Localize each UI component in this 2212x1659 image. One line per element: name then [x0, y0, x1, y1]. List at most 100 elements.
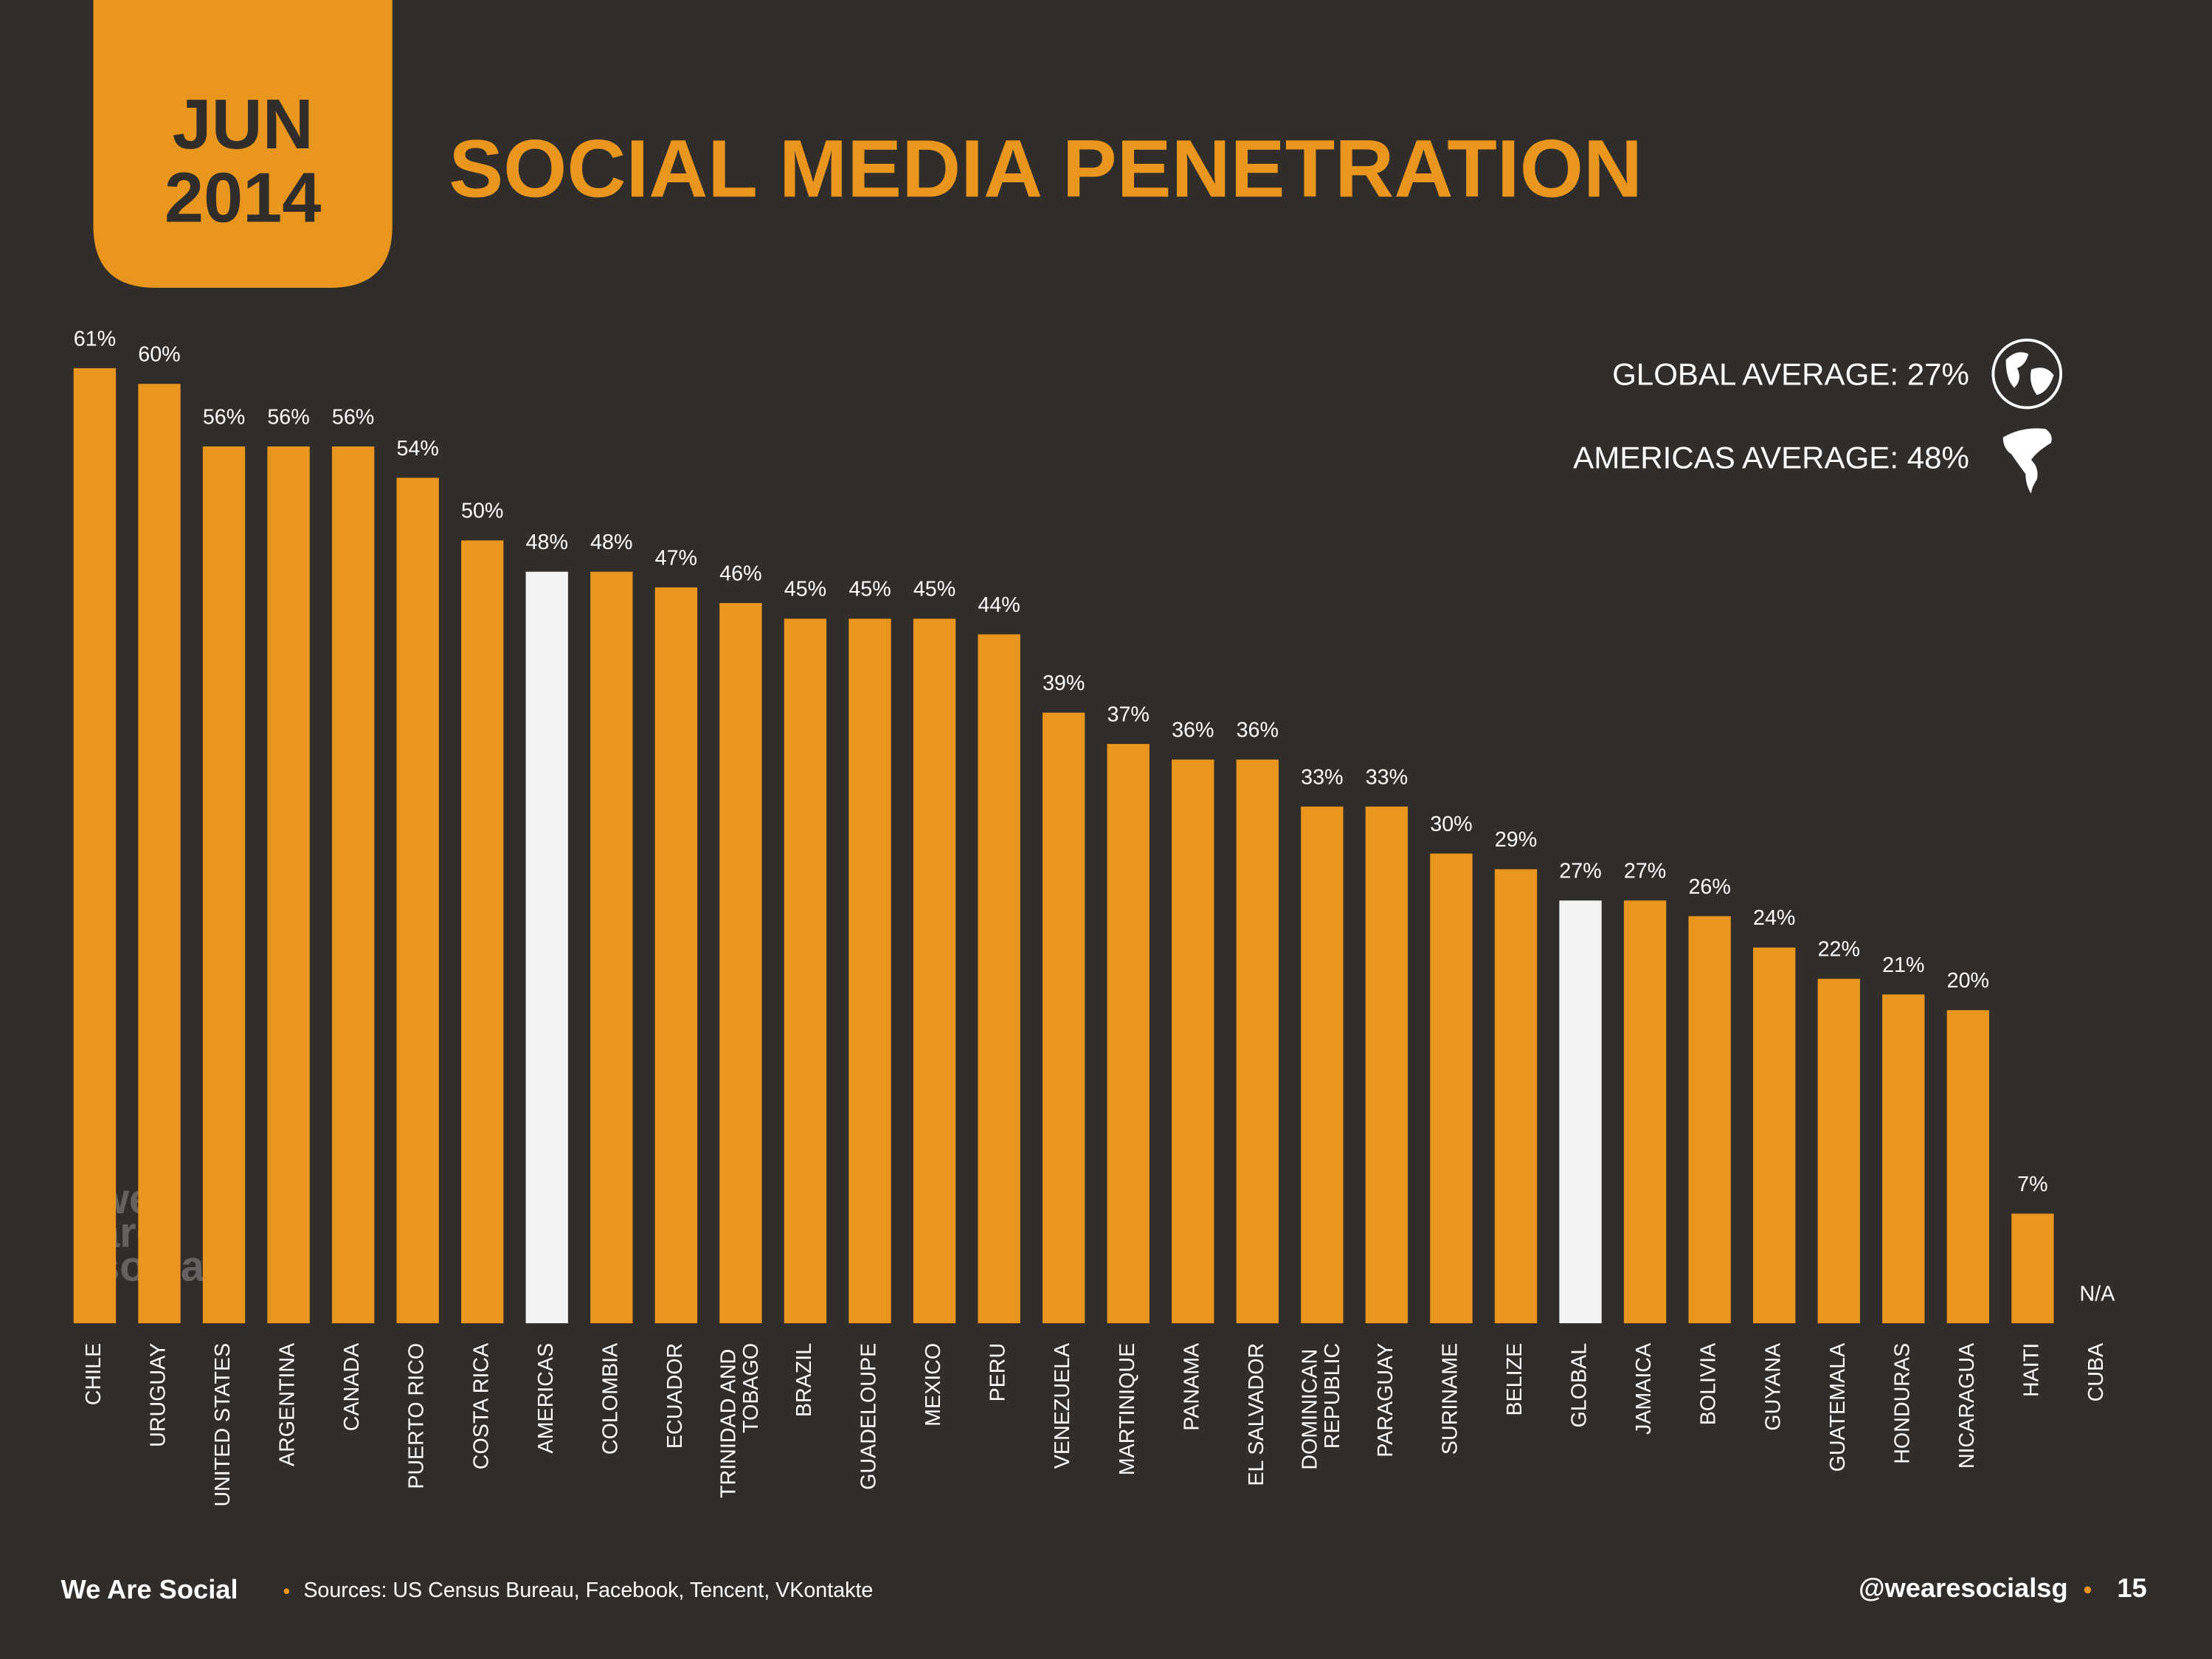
x-tick-label: BRAZIL	[792, 1343, 816, 1417]
bar	[1236, 759, 1279, 1324]
x-tick-label: NICARAGUA	[1955, 1342, 1979, 1469]
x-tick-label: URUGUAY	[147, 1343, 170, 1447]
value-label: 56%	[332, 405, 374, 429]
x-tick-label: COSTA RICA	[469, 1342, 493, 1469]
bar	[978, 634, 1020, 1324]
value-label: 46%	[719, 562, 761, 585]
value-label: 48%	[526, 531, 568, 554]
bar	[525, 571, 568, 1324]
bar	[1623, 900, 1667, 1324]
value-label: 39%	[1043, 672, 1085, 695]
x-tick-label: TRINIDAD AND TOBAGO	[716, 1343, 763, 1498]
bar	[654, 587, 698, 1324]
bar	[1365, 806, 1409, 1324]
x-tick-label: HONDURAS	[1890, 1343, 1914, 1464]
americas-icon	[2002, 428, 2052, 494]
value-label: 27%	[1559, 860, 1601, 883]
x-tick-label: GUADELOUPE	[857, 1343, 881, 1490]
x-tick-label: PANAMA	[1180, 1342, 1203, 1431]
bar	[913, 618, 956, 1324]
footer-sources: Sources: US Census Bureau, Facebook, Ten…	[303, 1579, 873, 1602]
bar	[1494, 869, 1538, 1324]
x-tick-label: CHILE	[82, 1343, 106, 1405]
bar	[267, 446, 310, 1324]
value-label: 45%	[848, 578, 891, 601]
bar	[1559, 900, 1602, 1324]
x-tick-label: BOLIVIA	[1697, 1342, 1721, 1425]
bar	[1688, 916, 1731, 1324]
x-tick-label: CUBA	[2084, 1342, 2108, 1402]
value-label: 20%	[1947, 969, 1989, 993]
x-tick-label: CANADA	[340, 1342, 364, 1431]
value-label: 36%	[1237, 719, 1279, 742]
bar	[784, 618, 827, 1324]
bar	[590, 571, 633, 1324]
bar	[1042, 712, 1085, 1324]
value-label: 24%	[1753, 906, 1795, 930]
separator	[283, 1588, 290, 1595]
value-label: 50%	[461, 500, 503, 523]
value-label: 56%	[203, 405, 245, 429]
value-label: 47%	[655, 546, 697, 570]
badge-year: 2014	[165, 159, 322, 238]
bar	[331, 446, 375, 1324]
date-badge	[93, 0, 393, 288]
value-label: 37%	[1107, 703, 1150, 726]
bar	[202, 446, 246, 1324]
value-label: 33%	[1301, 765, 1343, 789]
bar	[1817, 979, 1860, 1324]
page-number: 15	[2117, 1573, 2146, 1603]
bar	[1753, 947, 1796, 1324]
value-label: 27%	[1624, 860, 1666, 883]
bar	[73, 368, 117, 1324]
x-tick-label: PUERTO RICO	[405, 1343, 429, 1489]
x-tick-label: ARGENTINA	[276, 1342, 300, 1466]
bar	[1301, 806, 1344, 1324]
x-tick-label: ECUADOR	[663, 1343, 687, 1449]
bar	[1107, 744, 1150, 1324]
footer-brand: We Are Social	[61, 1574, 238, 1604]
chart-title: SOCIAL MEDIA PENETRATION	[449, 123, 1642, 214]
x-tick-label: PERU	[986, 1343, 1010, 1402]
value-label: 33%	[1366, 765, 1408, 789]
value-label: 60%	[138, 342, 180, 366]
value-label: 36%	[1172, 719, 1214, 742]
bar	[396, 477, 439, 1324]
x-tick-label: GUYANA	[1761, 1342, 1785, 1431]
bar	[848, 618, 891, 1324]
x-tick-label: EL SALVADOR	[1245, 1343, 1268, 1486]
value-label: 21%	[1882, 953, 1924, 977]
annotation: AMERICAS AVERAGE: 48%	[1573, 440, 1969, 475]
bar	[2011, 1213, 2054, 1324]
x-tick-label: GUATEMALA	[1826, 1342, 1850, 1472]
x-tick-label: BELIZE	[1503, 1343, 1527, 1416]
separator	[2084, 1586, 2092, 1594]
bar	[1946, 1010, 1990, 1324]
x-tick-label: SURINAME	[1439, 1343, 1462, 1455]
value-label: 45%	[784, 578, 826, 601]
value-label: 56%	[267, 405, 309, 429]
bar	[138, 384, 181, 1324]
globe-icon	[1991, 338, 2063, 410]
x-tick-label: COLOMBIA	[598, 1342, 622, 1455]
x-tick-label: DOMINICAN REPUBLIC	[1298, 1343, 1344, 1470]
value-label: 30%	[1430, 813, 1472, 836]
x-tick-label: PARAGUAY	[1374, 1343, 1397, 1458]
badge-month: JUN	[173, 85, 314, 164]
x-tick-label: UNITED STATES	[211, 1343, 235, 1507]
value-label: 48%	[590, 531, 632, 554]
bar	[461, 540, 504, 1324]
value-label: 54%	[396, 437, 438, 461]
value-label: N/A	[2080, 1282, 2116, 1306]
value-label: 29%	[1495, 828, 1537, 852]
bar	[1172, 759, 1214, 1324]
x-tick-label: VENEZUELA	[1051, 1342, 1074, 1469]
value-label: 61%	[74, 327, 116, 351]
x-tick-label: GLOBAL	[1568, 1343, 1591, 1428]
footer-handle: @wearesocialsg	[1859, 1573, 2068, 1603]
value-label: 7%	[2017, 1173, 2047, 1196]
value-label: 26%	[1688, 875, 1730, 899]
x-tick-label: AMERICAS	[534, 1343, 558, 1454]
annotation: GLOBAL AVERAGE: 27%	[1612, 356, 1969, 391]
